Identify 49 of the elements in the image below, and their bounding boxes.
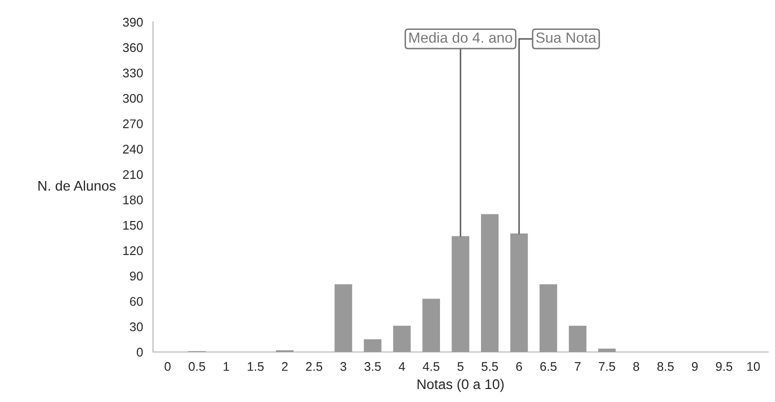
bar — [393, 326, 411, 352]
x-tick-label: 0.5 — [188, 362, 206, 371]
bar — [568, 326, 586, 352]
x-tick-label: 1.5 — [248, 362, 264, 371]
y-tick-label: 240 — [123, 144, 143, 154]
y-tick-label: 30 — [130, 322, 143, 332]
x-tick-label: 3.5 — [364, 362, 381, 371]
x-tick-label: 6 — [516, 362, 522, 371]
x-tick-label: 2 — [282, 362, 288, 371]
x-tick-label: 6.5 — [540, 362, 557, 371]
x-tick-label: 4.5 — [422, 362, 440, 371]
x-axis-title: Notas (0 a 10) — [418, 378, 504, 392]
x-tick-label: 5.5 — [482, 362, 498, 371]
annotation: Sua Nota — [536, 32, 596, 43]
y-tick-label: 270 — [123, 119, 143, 128]
bar — [422, 298, 440, 352]
x-tick-label: 5 — [458, 362, 464, 371]
bar — [334, 284, 352, 352]
bar — [540, 284, 558, 352]
x-tick-label: 0 — [164, 362, 171, 371]
x-tick-label: 1 — [224, 362, 230, 371]
x-tick-label: 9 — [692, 362, 698, 371]
x-tick-label: 8 — [633, 362, 640, 371]
x-tick-label: 9.5 — [716, 362, 732, 371]
bar — [510, 234, 528, 352]
bar — [481, 214, 499, 352]
y-tick-label: 60 — [130, 297, 143, 306]
y-tick-label: 0 — [136, 348, 143, 357]
x-tick-label: 2.5 — [306, 362, 322, 371]
y-tick-label: 330 — [122, 68, 143, 78]
y-tick-label: 90 — [130, 272, 143, 280]
y-tick-label: 210 — [123, 170, 143, 179]
x-tick-label: 10 — [747, 362, 760, 371]
y-axis-title: N. de Alunos — [38, 180, 116, 191]
y-tick-label: 300 — [122, 94, 143, 103]
x-tick-label: 8.5 — [657, 362, 674, 371]
bar — [364, 339, 382, 352]
y-tick-label: 360 — [122, 43, 143, 52]
y-tick-label: 180 — [123, 195, 143, 204]
x-tick-label: 3 — [340, 362, 346, 371]
x-tick-label: 4 — [398, 362, 406, 371]
bar — [598, 348, 616, 352]
y-tick-label: 390 — [122, 18, 143, 27]
x-tick-label: 7 — [574, 362, 580, 371]
annotation: Media do 4. ano — [409, 32, 512, 43]
y-tick-label: 120 — [123, 246, 143, 256]
bar — [452, 236, 470, 352]
y-tick-label: 150 — [123, 220, 143, 230]
x-tick-label: 7.5 — [598, 362, 616, 371]
